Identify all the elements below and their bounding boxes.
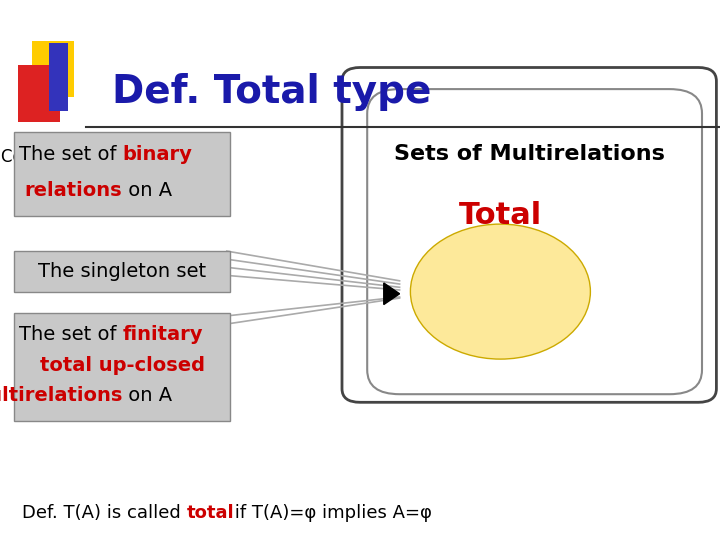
Text: multirelations: multirelations (0, 386, 122, 405)
Text: if T(A)=φ implies A=φ: if T(A)=φ implies A=φ (229, 504, 431, 522)
FancyBboxPatch shape (14, 132, 230, 216)
Text: total up-closed: total up-closed (40, 355, 205, 375)
Text: Total: Total (459, 201, 542, 231)
Text: Sets of Multirelations: Sets of Multirelations (394, 144, 665, 164)
Text: The singleton set: The singleton set (38, 262, 207, 281)
Text: total: total (187, 504, 235, 522)
Circle shape (410, 224, 590, 359)
Text: relations: relations (24, 181, 122, 200)
Text: Def. Total type: Def. Total type (112, 73, 431, 111)
FancyBboxPatch shape (49, 43, 68, 111)
FancyBboxPatch shape (367, 89, 702, 394)
FancyBboxPatch shape (342, 68, 716, 402)
Text: finitary: finitary (122, 325, 203, 345)
Text: Complete IL-semirings: Complete IL-semirings (1, 147, 186, 166)
FancyBboxPatch shape (14, 313, 230, 421)
Text: The set of: The set of (19, 145, 122, 164)
Text: on A: on A (122, 386, 173, 405)
Text: on A: on A (122, 181, 173, 200)
FancyBboxPatch shape (32, 40, 74, 97)
Text: binary: binary (122, 145, 192, 164)
FancyBboxPatch shape (14, 251, 230, 292)
Polygon shape (384, 283, 400, 305)
FancyBboxPatch shape (18, 65, 60, 122)
Text: Def. T(A) is called: Def. T(A) is called (22, 504, 186, 522)
Text: The set of: The set of (19, 325, 122, 345)
